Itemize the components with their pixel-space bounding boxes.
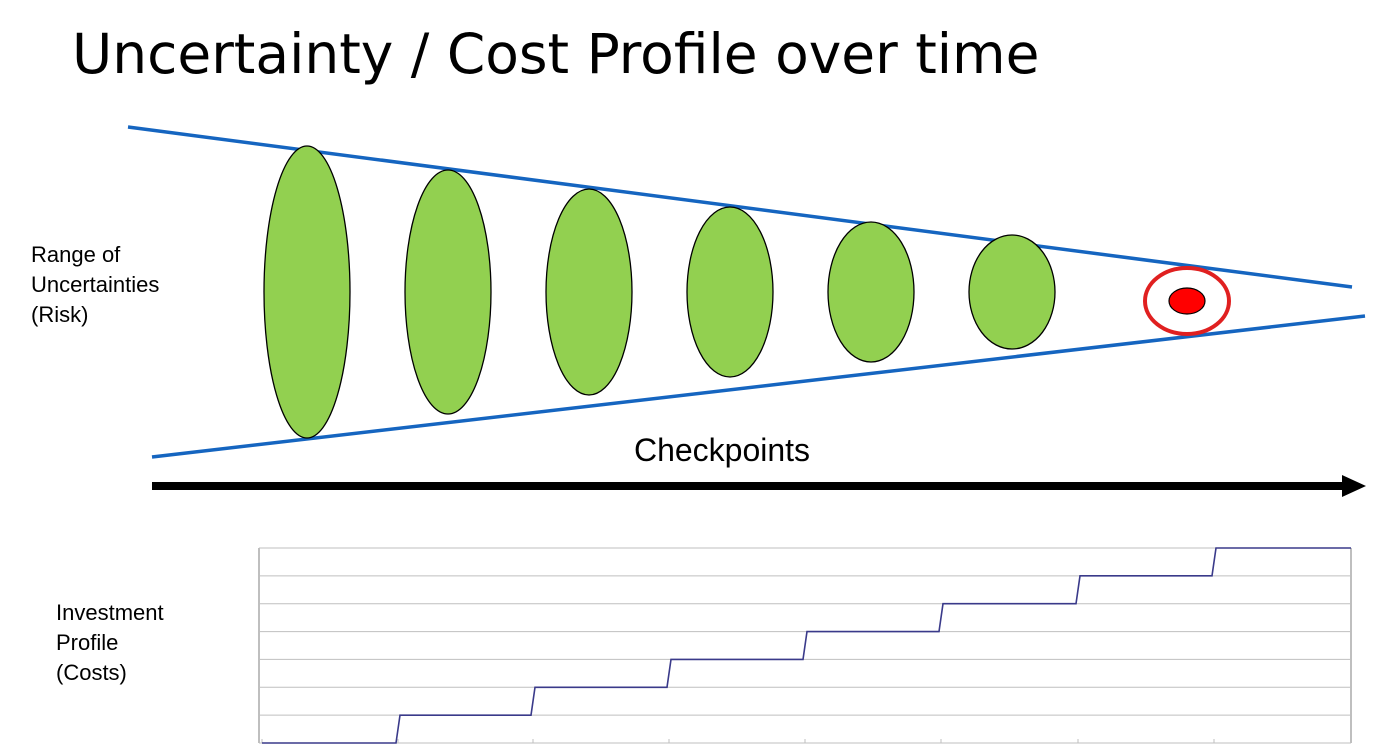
investment-step-chart <box>258 547 1352 744</box>
uncertainty-cone <box>127 125 1366 459</box>
investment-label-line-2: Profile <box>56 630 119 655</box>
investment-profile-label: Investment Profile (Costs) <box>56 598 164 688</box>
timeline-arrow-head <box>1342 475 1366 497</box>
uncertainty-label-line-1: Range of <box>31 242 121 267</box>
checkpoints-label: Checkpoints <box>634 432 810 468</box>
uncertainty-range-label: Range of Uncertainties (Risk) <box>31 240 159 330</box>
uncertainty-label-line-2: Uncertainties <box>31 272 160 297</box>
uncertainty-stages <box>263 145 1056 439</box>
uncertainty-ellipse-1 <box>263 145 351 439</box>
uncertainty-label-line-3: (Risk) <box>31 302 89 327</box>
uncertainty-ellipse-4 <box>686 206 774 378</box>
checkpoints-timeline: Checkpoints <box>152 432 1366 497</box>
investment-step-line <box>262 547 1351 744</box>
target-dot <box>1168 287 1206 315</box>
uncertainty-ellipse-5 <box>827 221 915 363</box>
investment-label-line-3: (Costs) <box>56 660 127 685</box>
slide-title: Uncertainty / Cost Profile over time <box>72 22 1040 86</box>
uncertainty-ellipse-2 <box>404 169 492 415</box>
uncertainty-ellipse-6 <box>968 234 1056 350</box>
certainty-target <box>1143 266 1231 336</box>
cone-lower-line <box>151 314 1366 459</box>
cone-upper-line <box>127 125 1353 289</box>
uncertainty-ellipse-3 <box>545 188 633 396</box>
investment-label-line-1: Investment <box>56 600 164 625</box>
target-ring <box>1143 266 1231 336</box>
